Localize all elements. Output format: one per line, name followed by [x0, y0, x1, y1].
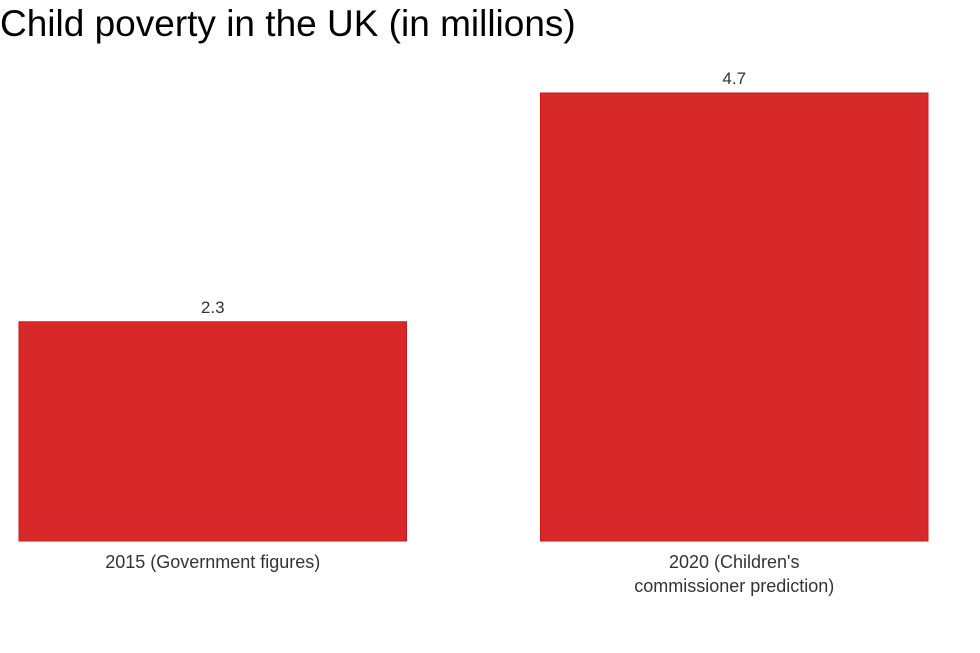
bar-value-label-1: 2.3	[201, 298, 225, 317]
bars-group	[18, 92, 929, 542]
chart-title: Child poverty in the UK (in millions)	[0, 3, 576, 44]
x-tick-labels-group: 2015 (Government figures) 2020 (Children'…	[105, 552, 834, 596]
value-labels-group: 2.3 4.7	[201, 69, 746, 317]
bar-value-label-2: 4.7	[722, 69, 746, 88]
bar-2	[540, 92, 929, 542]
x-tick-label-1: 2015 (Government figures)	[105, 552, 320, 572]
x-tick-label-line: commissioner prediction)	[634, 576, 834, 596]
bar-1	[18, 321, 407, 542]
x-tick-label-line: 2020 (Children's	[669, 552, 800, 572]
x-tick-label-line: 2015 (Government figures)	[105, 552, 320, 572]
x-tick-label-2: 2020 (Children's commissioner prediction)	[634, 552, 834, 596]
